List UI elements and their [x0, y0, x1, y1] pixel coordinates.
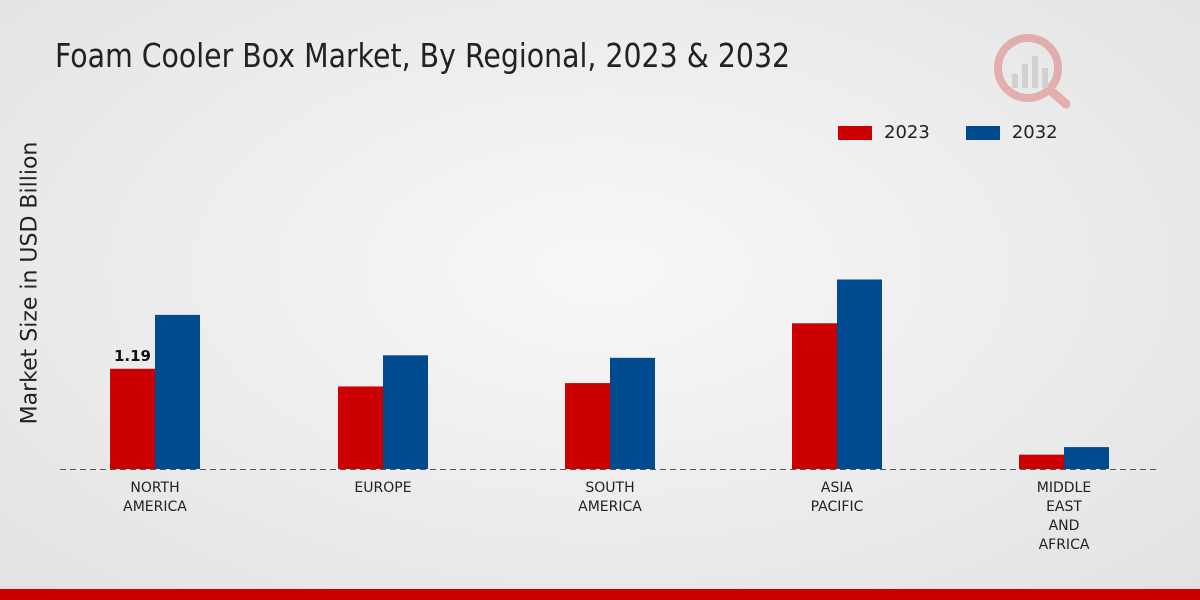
x-tick-label-2: SOUTH AMERICA [578, 480, 642, 515]
bar-2032-2 [610, 357, 655, 469]
legend-swatch-2023 [838, 125, 872, 140]
x-tick-label-4: MIDDLE EAST AND AFRICA [1037, 480, 1091, 553]
footer-bar [0, 589, 1200, 600]
legend-item-2032: 2032 [965, 122, 1058, 143]
bar-2032-0 [155, 314, 200, 469]
legend-swatch-2032 [965, 125, 1000, 140]
bar-2032-4 [1064, 447, 1109, 469]
bar-2023-3 [792, 323, 837, 469]
legend-item-2023: 2023 [838, 122, 930, 143]
data-label-0: 1.19 [114, 347, 151, 365]
x-tick-label-0: NORTH AMERICA [123, 480, 187, 515]
bar-2032-3 [837, 279, 882, 469]
bar-2032-1 [383, 355, 428, 469]
x-tick-label-3: ASIA PACIFIC [811, 480, 864, 515]
bar-2023-0 [110, 368, 155, 469]
brand-logo-icon [994, 34, 1071, 109]
legend-label-2032: 2032 [1011, 122, 1058, 143]
bar-2023-4 [1019, 454, 1064, 469]
bar-2023-1 [338, 386, 383, 469]
chart-title: Foam Cooler Box Market, By Regional, 202… [55, 36, 791, 75]
x-tick-label-1: EUROPE [354, 480, 411, 496]
bar-2023-2 [565, 383, 610, 469]
legend: 2023 2032 [838, 122, 1094, 143]
legend-label-2023: 2023 [884, 122, 930, 143]
